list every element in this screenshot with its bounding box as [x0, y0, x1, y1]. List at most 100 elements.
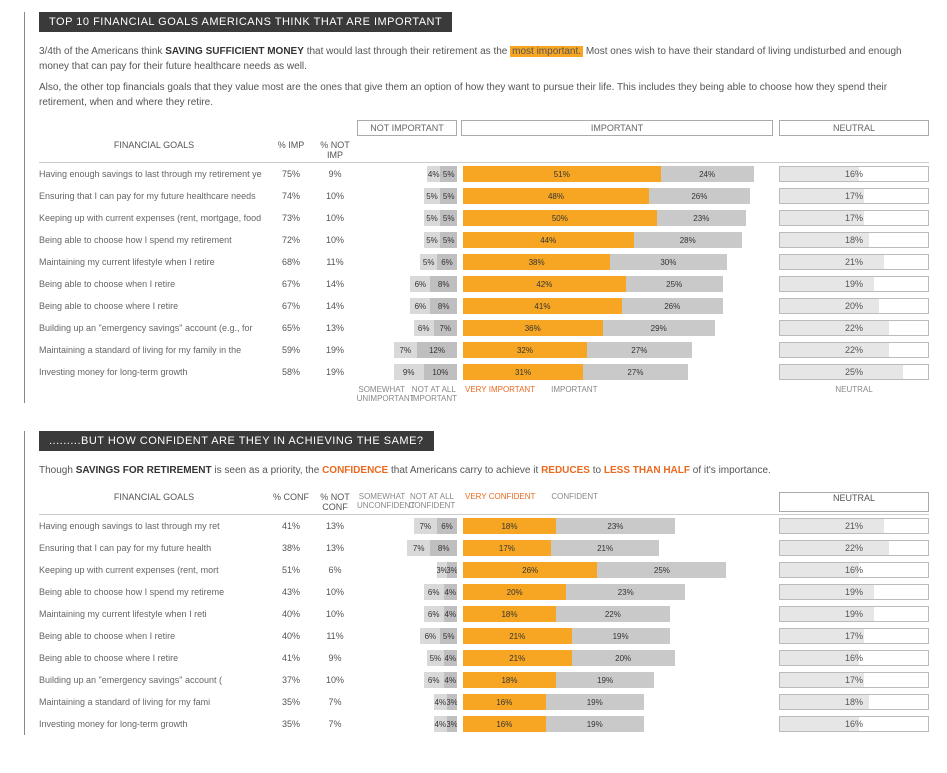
goal-label: Maintaining a standard of living for my …: [39, 345, 269, 355]
table-row: Having enough savings to last through my…: [39, 515, 929, 537]
header-goals-2: FINANCIAL GOALS: [39, 492, 269, 512]
neutral-value: 21%: [780, 521, 928, 531]
bar-neutral: 17%: [779, 188, 929, 204]
pct-secondary: 10%: [313, 235, 357, 245]
bar-pos: 22%: [556, 606, 670, 622]
pct-secondary: 10%: [313, 587, 357, 597]
neutral-value: 19%: [780, 609, 928, 619]
bar-neutral: 16%: [779, 716, 929, 732]
pct-primary: 43%: [269, 587, 313, 597]
bar-neutral: 25%: [779, 364, 929, 380]
neutral-value: 18%: [780, 235, 928, 245]
bar-neutral: 18%: [779, 232, 929, 248]
bar-somewhat-neg: 5%: [424, 188, 441, 204]
bar-somewhat-neg: 3%: [437, 562, 447, 578]
header-somewhat-unconfident: SOMEWHAT UNCONFIDENT: [357, 492, 407, 512]
goal-label: Ensuring that I can pay for my future he…: [39, 191, 269, 201]
bar-very-pos: 16%: [463, 716, 546, 732]
prose-orange: LESS THAN HALF: [604, 465, 690, 476]
table-row: Keeping up with current expenses (rent, …: [39, 559, 929, 581]
goal-label: Maintaining my current lifestyle when I …: [39, 257, 269, 267]
goal-label: Ensuring that I can pay for my future he…: [39, 543, 269, 553]
table-row: Keeping up with current expenses (rent, …: [39, 207, 929, 229]
pct-secondary: 19%: [313, 367, 357, 377]
bar-not-at-all-neg: 5%: [440, 232, 457, 248]
pct-primary: 73%: [269, 213, 313, 223]
bar-very-pos: 48%: [463, 188, 649, 204]
bar-neutral: 21%: [779, 254, 929, 270]
pct-secondary: 7%: [313, 697, 357, 707]
bar-pos: 19%: [572, 628, 670, 644]
goal-label: Being able to choose how I spend my reti…: [39, 587, 269, 597]
bar-not-at-all-neg: 7%: [434, 320, 457, 336]
legend-neutral: NEUTRAL: [779, 385, 929, 403]
pct-secondary: 7%: [313, 719, 357, 729]
goal-label: Investing money for long-term growth: [39, 719, 269, 729]
header-neutral-2: NEUTRAL: [779, 492, 929, 512]
bar-somewhat-neg: 4%: [434, 716, 447, 732]
goal-label: Maintaining my current lifestyle when I …: [39, 609, 269, 619]
pct-primary: 75%: [269, 169, 313, 179]
table-row: Investing money for long-term growth35%7…: [39, 713, 929, 735]
neutral-value: 18%: [780, 697, 928, 707]
bar-not-at-all-neg: 3%: [447, 694, 457, 710]
table-row: Being able to choose where I retire67%14…: [39, 295, 929, 317]
neutral-value: 17%: [780, 191, 928, 201]
legend-1: SOMEWHAT UNIMPORTANT NOT AT ALL IMPORTAN…: [39, 385, 929, 403]
prose-orange: CONFIDENCE: [322, 465, 388, 476]
table-row: Maintaining my current lifestyle when I …: [39, 251, 929, 273]
pct-primary: 67%: [269, 301, 313, 311]
bar-somewhat-neg: 6%: [424, 672, 444, 688]
table-row: Being able to choose when I retire40%11%…: [39, 625, 929, 647]
bar-very-pos: 21%: [463, 650, 572, 666]
bar-very-pos: 21%: [463, 628, 572, 644]
bar-not-at-all-neg: 6%: [437, 518, 457, 534]
bar-neutral: 16%: [779, 166, 929, 182]
neutral-value: 20%: [780, 301, 928, 311]
table-row: Maintaining a standard of living for my …: [39, 691, 929, 713]
bar-very-pos: 31%: [463, 364, 583, 380]
bar-somewhat-neg: 5%: [424, 210, 441, 226]
bar-very-pos: 44%: [463, 232, 634, 248]
prose-bold: SAVINGS FOR RETIREMENT: [76, 465, 212, 476]
table-row: Ensuring that I can pay for my future he…: [39, 185, 929, 207]
table-row: Ensuring that I can pay for my future he…: [39, 537, 929, 559]
section-confidence: .........BUT HOW CONFIDENT ARE THEY IN A…: [24, 431, 929, 735]
pct-primary: 59%: [269, 345, 313, 355]
bar-neutral: 21%: [779, 518, 929, 534]
goal-label: Maintaining a standard of living for my …: [39, 697, 269, 707]
bar-very-pos: 18%: [463, 606, 556, 622]
bar-pos: 28%: [634, 232, 743, 248]
bar-somewhat-neg: 5%: [424, 232, 441, 248]
table-row: Building up an "emergency savings" accou…: [39, 669, 929, 691]
bar-not-at-all-neg: 5%: [440, 188, 457, 204]
bar-neutral: 19%: [779, 276, 929, 292]
header-pct-conf: % CONF: [269, 492, 313, 512]
pct-primary: 35%: [269, 719, 313, 729]
prose-bold: SAVING SUFFICIENT MONEY: [165, 46, 304, 57]
bar-very-pos: 16%: [463, 694, 546, 710]
bar-not-at-all-neg: 3%: [447, 562, 457, 578]
header-important: IMPORTANT: [461, 120, 773, 136]
chart-2: FINANCIAL GOALS % CONF % NOT CONF SOMEWH…: [39, 488, 929, 735]
bar-somewhat-neg: 6%: [424, 584, 444, 600]
bar-pos: 23%: [556, 518, 675, 534]
table-row: Being able to choose where I retire41%9%…: [39, 647, 929, 669]
bar-neutral: 16%: [779, 650, 929, 666]
bar-neutral: 17%: [779, 210, 929, 226]
bar-somewhat-neg: 6%: [410, 298, 430, 314]
bar-pos: 23%: [657, 210, 746, 226]
neutral-value: 17%: [780, 631, 928, 641]
goal-label: Having enough savings to last through my…: [39, 521, 269, 531]
bar-very-pos: 42%: [463, 276, 626, 292]
pct-primary: 41%: [269, 521, 313, 531]
bar-somewhat-neg: 5%: [420, 254, 437, 270]
neutral-value: 16%: [780, 653, 928, 663]
bar-neutral: 22%: [779, 320, 929, 336]
neutral-value: 17%: [780, 213, 928, 223]
bar-pos: 23%: [566, 584, 685, 600]
bar-somewhat-neg: 6%: [414, 320, 434, 336]
bar-not-at-all-neg: 4%: [444, 584, 457, 600]
pct-primary: 40%: [269, 631, 313, 641]
goal-label: Building up an "emergency savings" accou…: [39, 675, 269, 685]
